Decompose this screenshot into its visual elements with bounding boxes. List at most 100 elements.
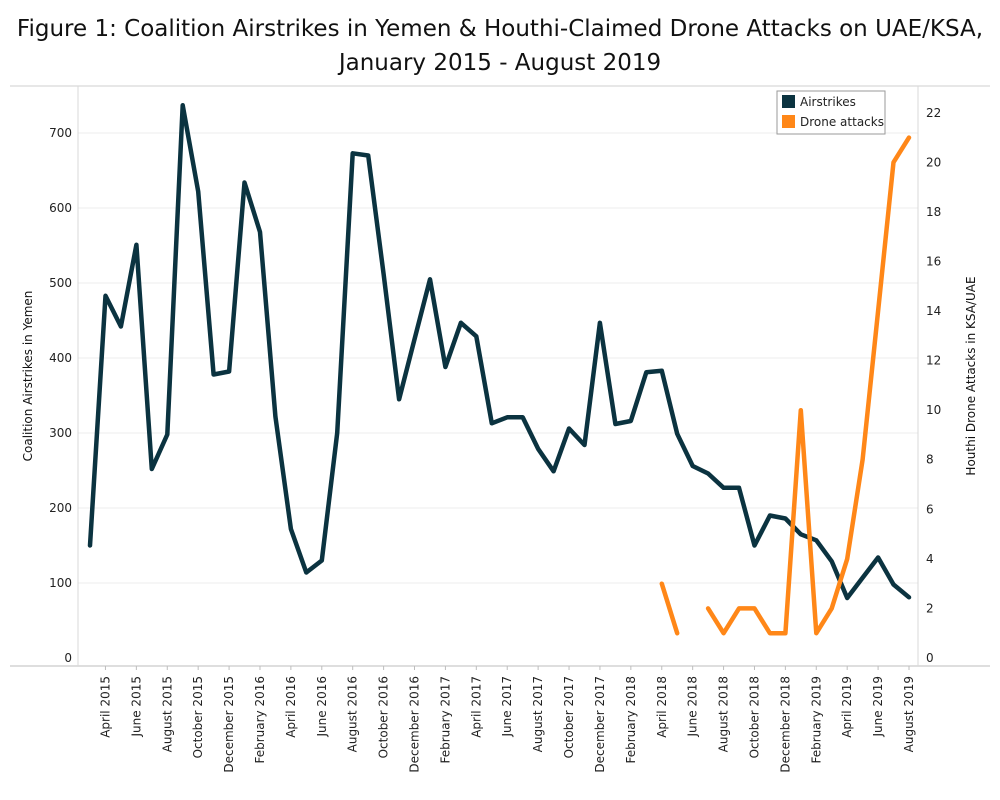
airstrikes-point: [414, 338, 416, 340]
airstrikes-point: [831, 560, 833, 562]
right-tick-label: 8: [926, 453, 934, 467]
left-y-axis: 0 100 200 300 400 500 600 700: [49, 126, 72, 665]
airstrikes-point: [645, 371, 647, 373]
airstrikes-point: [460, 322, 462, 324]
left-tick-label: 400: [49, 351, 72, 365]
airstrikes-point: [893, 584, 895, 585]
drone-attacks-point: [784, 632, 786, 634]
airstrikes-point: [89, 545, 91, 546]
left-tick-label: 500: [49, 276, 72, 290]
drone-attacks-line: [659, 581, 680, 636]
airstrikes-point: [383, 273, 385, 275]
airstrikes-point: [352, 152, 354, 154]
airstrikes-point: [800, 533, 802, 535]
airstrikes-point: [753, 545, 755, 546]
x-tick-label: August 2017: [531, 676, 545, 752]
drone-attacks-point: [908, 137, 910, 139]
drone-attacks-point: [877, 310, 879, 312]
left-tick-label: 200: [49, 501, 72, 515]
x-tick-label: April 2015: [98, 676, 112, 738]
airstrikes-point: [723, 487, 725, 489]
legend-swatch-drone-attacks: [782, 115, 795, 128]
x-tick-label: August 2018: [717, 676, 731, 752]
airstrikes-point: [166, 434, 168, 435]
airstrikes-point: [135, 244, 137, 246]
airstrikes-point: [244, 182, 246, 183]
airstrikes-point: [444, 366, 446, 368]
airstrikes-point: [583, 444, 585, 446]
x-tick-label: April 2019: [840, 676, 854, 738]
legend: Airstrikes Drone attacks: [776, 90, 886, 135]
x-tick-label: February 2018: [624, 676, 638, 764]
airstrikes-point: [290, 528, 292, 530]
right-tick-label: 0: [926, 651, 934, 665]
x-tick-label: June 2016: [315, 676, 329, 738]
left-axis-title: Coalition Airstrikes in Yemen: [21, 291, 35, 462]
airstrikes-point: [151, 468, 153, 470]
x-tick-label: February 2019: [809, 676, 823, 764]
airstrikes-point: [877, 557, 879, 558]
airstrikes-point: [213, 374, 215, 375]
airstrikes-point: [321, 560, 323, 561]
right-tick-label: 10: [926, 403, 941, 417]
airstrikes-point: [182, 104, 184, 106]
airstrikes-point: [676, 433, 678, 435]
airstrikes-point: [614, 423, 616, 425]
drone-attacks-point: [800, 409, 802, 411]
airstrikes-point: [367, 155, 369, 156]
x-tick-label: October 2018: [747, 676, 761, 758]
x-tick-label: August 2015: [160, 676, 174, 752]
airstrikes-point: [769, 515, 771, 516]
airstrikes-point: [630, 420, 632, 422]
airstrikes-point: [599, 322, 601, 324]
right-tick-label: 20: [926, 155, 941, 169]
drone-attacks-point: [831, 607, 833, 609]
left-tick-label: 700: [49, 126, 72, 140]
airstrikes-line: [87, 103, 912, 601]
right-axis-title: Houthi Drone Attacks in KSA/UAE: [964, 276, 978, 475]
legend-label-drone-attacks: Drone attacks: [800, 115, 884, 129]
drone-attacks-point: [738, 607, 740, 609]
x-axis: April 2015 June 2015 August 2015 October 20…: [98, 666, 916, 773]
airstrikes-point: [228, 371, 230, 372]
drone-attacks-point: [846, 558, 848, 560]
airstrikes-point: [707, 473, 709, 474]
right-tick-label: 12: [926, 354, 941, 368]
drone-attacks-point: [723, 632, 725, 634]
airstrikes-point: [475, 335, 477, 337]
drone-attacks-point: [862, 459, 864, 461]
left-tick-label: 100: [49, 576, 72, 590]
airstrikes-point: [553, 470, 555, 472]
left-tick-label: 0: [64, 651, 72, 665]
airstrikes-point: [305, 572, 307, 573]
left-tick-label: 300: [49, 426, 72, 440]
right-tick-label: 18: [926, 205, 941, 219]
x-tick-label: October 2017: [562, 676, 576, 758]
right-tick-label: 4: [926, 552, 934, 566]
drone-attacks-point: [676, 632, 678, 634]
x-tick-label: April 2016: [284, 676, 298, 738]
x-tick-label: August 2019: [902, 676, 916, 752]
drone-attacks-point: [815, 632, 817, 634]
airstrikes-point: [738, 487, 740, 489]
airstrikes-point: [784, 518, 786, 519]
x-tick-label: December 2015: [222, 676, 236, 773]
x-tick-label: October 2015: [191, 676, 205, 758]
airstrikes-point: [336, 432, 338, 434]
x-tick-label: April 2017: [469, 676, 483, 738]
series-lines: [87, 103, 912, 636]
airstrikes-point: [846, 597, 848, 599]
x-tick-label: June 2015: [129, 676, 143, 738]
airstrikes-point: [197, 191, 199, 192]
chart-title-line-1: Figure 1: Coalition Airstrikes in Yemen …: [16, 16, 984, 42]
airstrikes-point: [104, 295, 106, 297]
right-tick-label: 22: [926, 106, 941, 120]
x-tick-label: April 2018: [655, 676, 669, 738]
airstrikes-point: [522, 416, 524, 418]
drone-attacks-point: [769, 632, 771, 634]
legend-label-airstrikes: Airstrikes: [800, 95, 856, 109]
drone-attacks-point: [661, 583, 663, 585]
airstrikes-point: [692, 465, 694, 467]
x-tick-label: December 2017: [593, 676, 607, 773]
x-tick-label: June 2017: [500, 676, 514, 738]
